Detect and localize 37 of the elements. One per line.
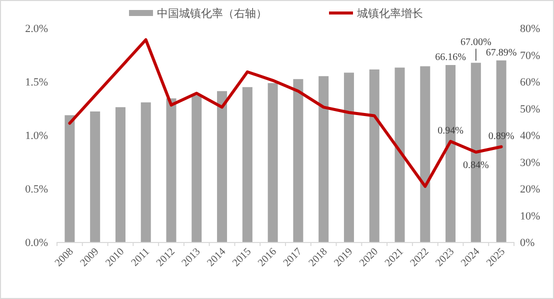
bar xyxy=(192,95,202,242)
legend-label: 城镇化率增长 xyxy=(356,7,423,20)
y2-tick-label: 30% xyxy=(520,156,540,169)
data-label: 67.00% xyxy=(460,36,492,48)
y2-tick-label: 60% xyxy=(520,76,540,88)
y2-tick-label: 40% xyxy=(520,130,540,142)
data-label: 67.89% xyxy=(486,47,517,58)
y-tick-label: 0.5% xyxy=(25,184,48,196)
bar xyxy=(140,102,151,242)
data-label: 0.94% xyxy=(438,125,464,136)
y2-tick-label: 80% xyxy=(520,23,540,35)
bar xyxy=(64,115,75,242)
bar xyxy=(268,83,278,242)
bar xyxy=(394,68,405,242)
data-label: 0.89% xyxy=(488,130,514,142)
y2-tick-label: 20% xyxy=(520,184,540,196)
bar xyxy=(344,72,354,242)
legend-label: 中国城镇化率（右轴） xyxy=(157,7,267,20)
bar xyxy=(420,66,430,242)
data-label: 66.16% xyxy=(435,52,466,64)
bar xyxy=(217,91,228,242)
bar xyxy=(369,69,380,242)
y2-tick-label: 70% xyxy=(520,50,540,62)
y-tick-label: 0.0% xyxy=(25,237,48,249)
y2-tick-label: 10% xyxy=(520,210,540,222)
bar xyxy=(90,111,100,242)
data-label: 0.84% xyxy=(462,160,489,172)
y-tick-label: 2.0% xyxy=(25,23,48,35)
y2-tick-label: 50% xyxy=(520,103,540,116)
bar xyxy=(115,107,126,242)
bar xyxy=(318,76,329,242)
y2-tick-label: 0% xyxy=(520,237,535,249)
bar xyxy=(242,87,252,242)
bar xyxy=(166,98,176,242)
y-tick-label: 1.5% xyxy=(25,76,48,88)
bar xyxy=(293,79,304,242)
y-tick-label: 1.0% xyxy=(25,130,48,142)
